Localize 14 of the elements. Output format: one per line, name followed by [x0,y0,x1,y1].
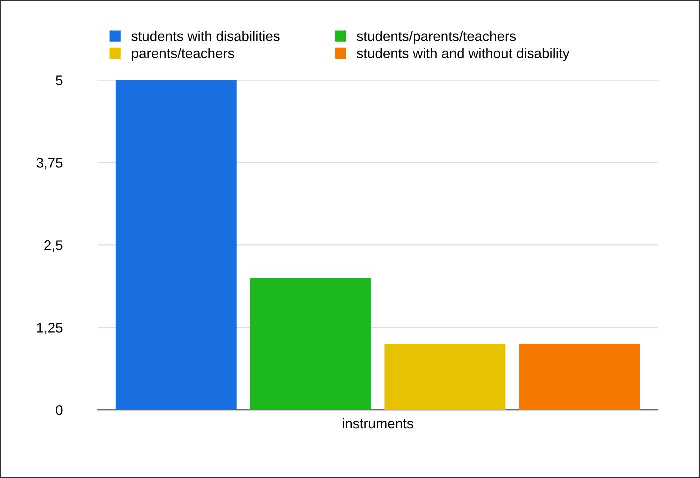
y-tick-label: 1,25 [37,323,63,334]
bar [519,344,640,410]
legend-label: students with and without disability [357,48,570,62]
y-tick-label: 3,75 [36,158,63,170]
y-tick-label: 5 [56,76,63,86]
bar [116,80,237,410]
bar [384,344,506,410]
y-tick-label: 2,5 [44,240,63,252]
legend-label: parents/teachers [132,48,234,62]
bar [250,278,372,410]
y-tick-label: 0 [56,405,63,416]
x-tick-label: instruments [343,418,414,429]
legend-label: students/parents/teachers [357,31,516,44]
legend-label: students with disabilities [132,31,280,42]
